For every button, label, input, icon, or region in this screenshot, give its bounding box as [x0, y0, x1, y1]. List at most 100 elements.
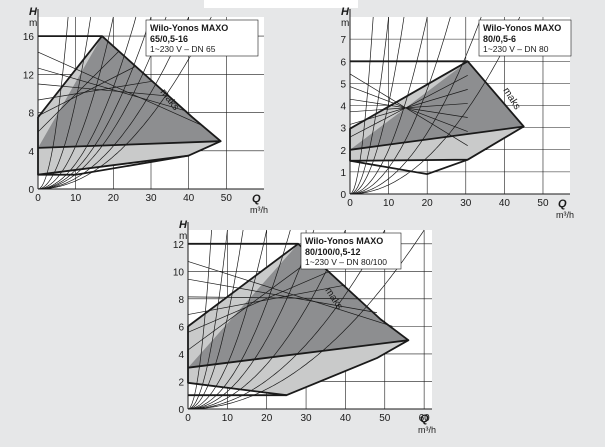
control-line [349, 98, 468, 118]
control-line [37, 50, 120, 133]
x-tick-label: 20 [261, 413, 273, 424]
y-axis-label: H [29, 6, 38, 18]
x-tick-label: 50 [221, 193, 233, 204]
control-line [187, 257, 315, 351]
control-line [187, 270, 330, 333]
y-tick-label: 12 [23, 70, 35, 81]
chart-model: 80/0,5-6 [483, 34, 516, 44]
x-tick-label: 30 [460, 198, 472, 209]
x-tick-label: 10 [70, 193, 82, 204]
system-curve [37, 16, 69, 190]
system-curve [349, 16, 389, 195]
x-tick-label: 20 [108, 193, 120, 204]
system-curve [188, 229, 346, 410]
system-curve [38, 16, 212, 190]
x-tick-label: 50 [379, 413, 391, 424]
mid-curve [187, 339, 409, 369]
system-curve [188, 229, 386, 410]
y-tick-label: 2 [178, 377, 184, 388]
system-curve [349, 16, 451, 195]
system-curve [349, 16, 374, 195]
chart-title: Wilo-Yonos MAXO [150, 23, 228, 33]
system-curve [37, 16, 92, 190]
x-tick-label: 40 [340, 413, 352, 424]
x-tick-label: 60 [419, 413, 431, 424]
operating-area-dark [188, 243, 409, 368]
x-tick-label: 50 [537, 198, 549, 209]
chart-title: Wilo-Yonos MAXO [305, 236, 383, 246]
control-line [37, 83, 170, 97]
x-axis-unit: m³/h [556, 210, 574, 220]
system-curve [350, 16, 482, 195]
system-curve [187, 229, 291, 410]
control-line [349, 75, 468, 138]
chart-spec: 1~230 V – DN 65 [150, 44, 216, 54]
x-tick-label: 30 [145, 193, 157, 204]
system-curve [188, 229, 425, 410]
y-tick-label: 10 [173, 267, 185, 278]
y-tick-label: 6 [340, 57, 346, 68]
y-tick-label: 3 [340, 124, 346, 135]
y-tick-label: 0 [178, 405, 184, 416]
x-axis-unit: m³/h [250, 205, 268, 215]
x-tick-label: 10 [383, 198, 395, 209]
y-axis-unit: m [29, 18, 37, 29]
y-tick-label: 0 [28, 185, 34, 196]
y-axis-unit: m [341, 18, 349, 29]
operating-area-dark [38, 36, 221, 148]
chart-model: 65/0,5-16 [150, 34, 188, 44]
y-tick-label: 5 [340, 79, 346, 90]
chart-title: Wilo-Yonos MAXO [483, 23, 561, 33]
x-tick-label: 30 [301, 413, 313, 424]
y-axis-unit: m [179, 231, 187, 242]
x-tick-label: 0 [185, 413, 191, 424]
system-curves [349, 16, 521, 195]
y-tick-label: 4 [340, 102, 346, 113]
control-line [349, 103, 468, 113]
x-tick-label: 0 [35, 193, 41, 204]
control-line [37, 51, 204, 127]
control-line [349, 86, 468, 132]
x-axis-label: Q [420, 413, 429, 425]
x-axis-unit: m³/h [418, 425, 436, 435]
title-box [478, 19, 572, 57]
y-tick-label: 12 [173, 240, 185, 251]
y-tick-label: 0 [340, 190, 346, 201]
control-lines [187, 257, 393, 351]
x-tick-label: 40 [499, 198, 511, 209]
y-tick-label: 2 [340, 146, 346, 157]
mid-curve [37, 140, 221, 149]
chart-model: 80/100/0,5-12 [305, 247, 361, 257]
system-curve [350, 16, 521, 195]
min-curve [349, 158, 469, 176]
system-curve [349, 16, 405, 195]
system-curve [187, 229, 268, 410]
system-curve [349, 16, 428, 195]
y-tick-label: 16 [23, 32, 35, 43]
x-axis-label: Q [252, 193, 261, 205]
system-curve [187, 229, 228, 410]
y-tick-label: 8 [28, 109, 34, 120]
min-curve [38, 154, 189, 176]
control-line [187, 278, 377, 313]
title-box [300, 232, 402, 270]
x-axis-label: Q [558, 198, 567, 210]
y-axis-label: H [341, 6, 350, 18]
control-line [187, 284, 346, 315]
top-strip [204, 0, 358, 8]
y-axis-label: H [179, 219, 188, 231]
control-line [187, 296, 362, 300]
control-line [37, 80, 153, 101]
x-tick-label: 10 [222, 413, 234, 424]
y-tick-label: 4 [28, 147, 34, 158]
x-tick-label: 20 [422, 198, 434, 209]
y-tick-label: 1 [340, 168, 346, 179]
x-tick-label: 0 [347, 198, 353, 209]
x-tick-label: 40 [183, 193, 195, 204]
y-tick-label: 6 [178, 322, 184, 333]
y-tick-label: 8 [178, 295, 184, 306]
operating-area-dark [350, 61, 524, 160]
